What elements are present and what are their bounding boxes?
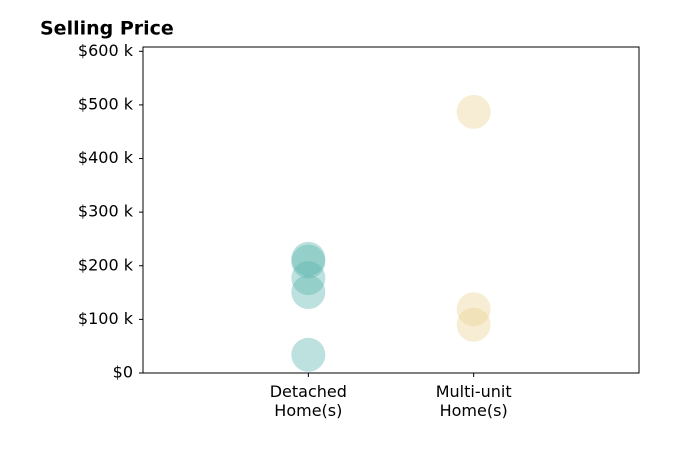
point [291, 241, 326, 276]
chart-title: Selling Price [40, 18, 174, 40]
y-tick-label: $300 k [78, 202, 134, 221]
point [291, 244, 326, 279]
x-tick-label: Multi-unit Home(s) [435, 382, 512, 420]
point [291, 337, 326, 372]
x-tick-label: Detached Home(s) [269, 382, 347, 420]
point [291, 261, 326, 296]
y-tick-label: $400 k [78, 148, 134, 167]
y-tick-label: $0 [113, 363, 133, 382]
point [456, 292, 491, 327]
y-tick-label: $600 k [78, 41, 134, 60]
point [291, 275, 326, 310]
plot-frame [142, 46, 640, 374]
y-tick-label: $200 k [78, 255, 134, 274]
point [456, 94, 491, 129]
point [456, 307, 491, 342]
y-tick-label: $500 k [78, 94, 134, 113]
y-tick-label: $100 k [78, 309, 134, 328]
